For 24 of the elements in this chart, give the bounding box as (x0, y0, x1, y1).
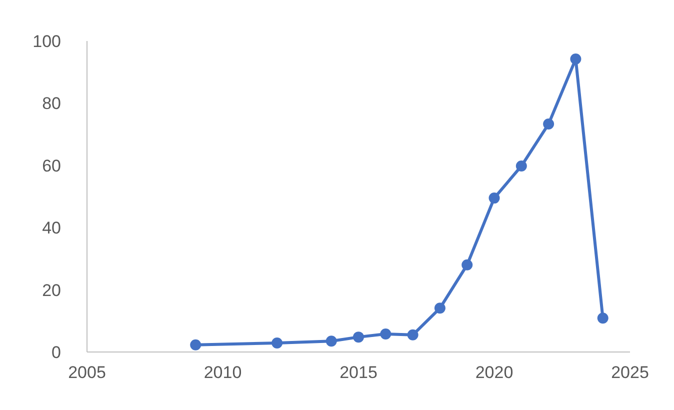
point (516, 160, 527, 172)
x-tick-label: 2025 (611, 363, 649, 382)
y-tick-label: 20 (42, 280, 61, 300)
x-tick-label: 2005 (68, 363, 106, 382)
y-tick-label: 80 (42, 94, 61, 114)
point (326, 336, 337, 347)
point (407, 329, 418, 340)
point (543, 118, 554, 130)
point (570, 54, 582, 65)
point (597, 312, 608, 324)
point (380, 328, 392, 340)
point (190, 339, 202, 350)
point (353, 332, 364, 343)
point (272, 337, 283, 348)
point (434, 302, 446, 314)
x-tick-label: 2010 (204, 363, 242, 382)
point (462, 259, 473, 270)
point (488, 192, 500, 204)
x-tick-label: 2020 (475, 363, 514, 382)
y-tick-label: 40 (42, 218, 61, 238)
y-tick-label: 0 (52, 343, 61, 362)
y-tick-label: 100 (32, 32, 61, 52)
x-tick-label: 2015 (340, 363, 378, 382)
y-tick-label: 60 (42, 156, 61, 176)
